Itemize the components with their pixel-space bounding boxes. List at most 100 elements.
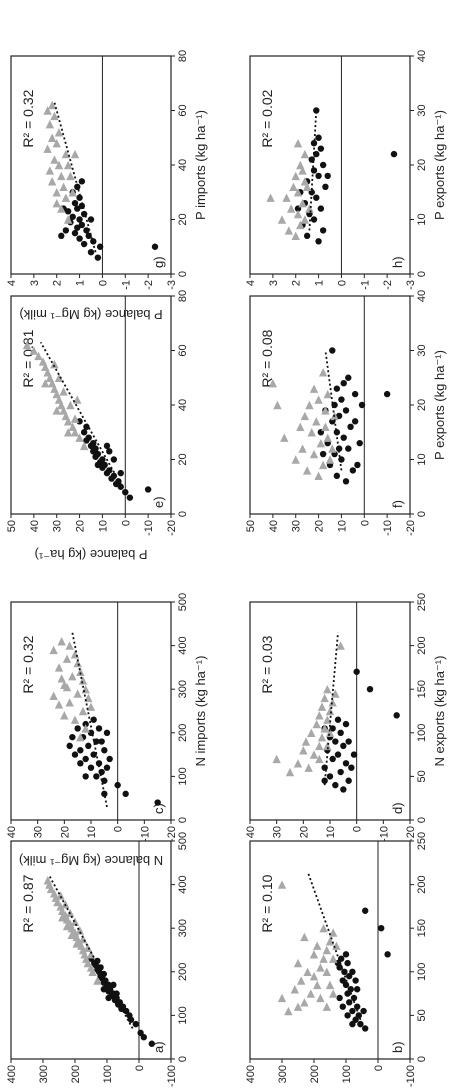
data-point-triangle	[325, 455, 335, 464]
data-point-circle	[90, 238, 97, 245]
data-point-triangle	[45, 880, 54, 889]
data-point-circle	[90, 751, 97, 758]
y-tick-label: 2	[291, 280, 303, 286]
data-point-triangle	[59, 182, 68, 191]
data-point-triangle	[325, 706, 335, 716]
y-axis-label: P balance (kg ha⁻¹)	[35, 547, 148, 562]
data-point-circle	[321, 777, 328, 784]
panel-a: 0 100 200 300 400 500 -100 0 100 200 300 400 N balan…	[6, 832, 189, 1087]
data-point-circle	[78, 221, 86, 229]
data-point-triangle	[314, 471, 323, 481]
panel-label: b)	[390, 1041, 405, 1053]
y-tick-label: 100	[341, 1065, 353, 1083]
data-point-triangle	[320, 724, 329, 733]
data-point-triangle	[272, 754, 281, 764]
data-point-triangle	[78, 706, 88, 716]
data-point-circle	[353, 668, 360, 675]
data-point-triangle	[297, 976, 306, 985]
data-point-circle	[338, 456, 345, 463]
data-point-circle	[310, 216, 318, 223]
y-tick-label: 30	[291, 520, 303, 532]
data-point-circle	[77, 747, 84, 754]
data-point-triangle	[45, 373, 55, 382]
data-point-triangle	[318, 460, 328, 470]
panel-label: e)	[151, 496, 166, 508]
data-point-circle	[362, 1025, 369, 1032]
data-point-triangle	[329, 989, 338, 998]
y-tick-label: -20	[405, 826, 417, 842]
x-tick-label: 80	[177, 290, 189, 302]
y-tick-label: 2	[52, 280, 64, 286]
data-point-triangle	[307, 728, 316, 737]
data-point-triangle	[312, 719, 321, 729]
data-point-circle	[362, 907, 369, 914]
data-point-circle	[310, 167, 318, 174]
data-point-triangle	[300, 998, 309, 1007]
data-point-triangle	[54, 700, 64, 709]
data-point-triangle	[81, 724, 90, 733]
data-point-circle	[390, 150, 398, 158]
y-tick-label: 30	[52, 520, 64, 532]
data-point-circle	[82, 773, 89, 780]
data-point-circle	[74, 725, 81, 732]
panel-f: 0 10 20 30 40 -20 -10 0 10 20 30 40 50 P exports (kg …	[245, 290, 447, 536]
data-point-circle	[100, 986, 108, 993]
panel-label: h)	[390, 256, 405, 268]
x-tick-label: 100	[416, 963, 428, 981]
data-point-triangle	[47, 379, 57, 388]
data-point-circle	[110, 456, 118, 463]
data-point-circle	[80, 429, 88, 436]
data-point-triangle	[316, 438, 326, 448]
data-point-circle	[85, 742, 92, 750]
data-point-circle	[384, 951, 391, 958]
data-point-triangle	[43, 368, 52, 377]
data-point-triangle	[66, 400, 75, 410]
y-tick-label: -10	[382, 520, 394, 536]
x-tick-label: 100	[177, 767, 189, 785]
x-tick-label: 200	[177, 963, 189, 981]
data-point-triangle	[57, 674, 66, 683]
y-tick-label: 4	[245, 280, 257, 286]
data-point-triangle	[54, 395, 64, 404]
data-point-triangle	[56, 902, 65, 911]
data-point-triangle	[323, 685, 332, 694]
data-point-triangle	[59, 406, 68, 415]
y-tick-label: -10	[139, 826, 151, 842]
data-point-circle	[329, 347, 336, 354]
data-point-circle	[132, 1020, 140, 1028]
x-tick-label: 0	[177, 511, 189, 517]
data-point-circle	[106, 467, 113, 474]
data-point-triangle	[300, 149, 310, 159]
data-point-circle	[360, 1007, 367, 1015]
y-tick-label: 200	[309, 1065, 321, 1083]
y-tick-label: -2	[382, 280, 394, 290]
data-point-triangle	[73, 395, 82, 404]
data-point-triangle	[50, 889, 59, 898]
data-point-circle	[339, 977, 346, 984]
data-point-circle	[342, 951, 350, 958]
data-point-triangle	[277, 880, 287, 889]
data-point-circle	[71, 751, 79, 758]
data-point-circle	[344, 1012, 351, 1019]
data-point-triangle	[57, 637, 66, 646]
data-point-triangle	[293, 1002, 303, 1011]
data-point-triangle	[313, 941, 322, 950]
data-point-circle	[110, 981, 117, 989]
data-point-triangle	[22, 340, 32, 350]
data-point-triangle	[289, 182, 298, 191]
data-point-triangle	[54, 160, 64, 170]
x-axis-label: N exports (kg ha⁻¹)	[432, 656, 447, 767]
x-tick-label: 60	[177, 104, 189, 116]
data-point-triangle	[298, 198, 307, 208]
y-tick-label: 1	[314, 280, 326, 286]
data-point-triangle	[61, 411, 71, 421]
data-point-triangle	[291, 455, 300, 464]
data-point-triangle	[293, 139, 303, 148]
data-point-triangle	[86, 963, 96, 972]
data-point-circle	[347, 986, 354, 993]
data-point-triangle	[63, 417, 73, 426]
x-tick-label: 0	[416, 271, 428, 277]
data-point-circle	[333, 385, 341, 392]
x-tick-label: 30	[416, 344, 428, 356]
